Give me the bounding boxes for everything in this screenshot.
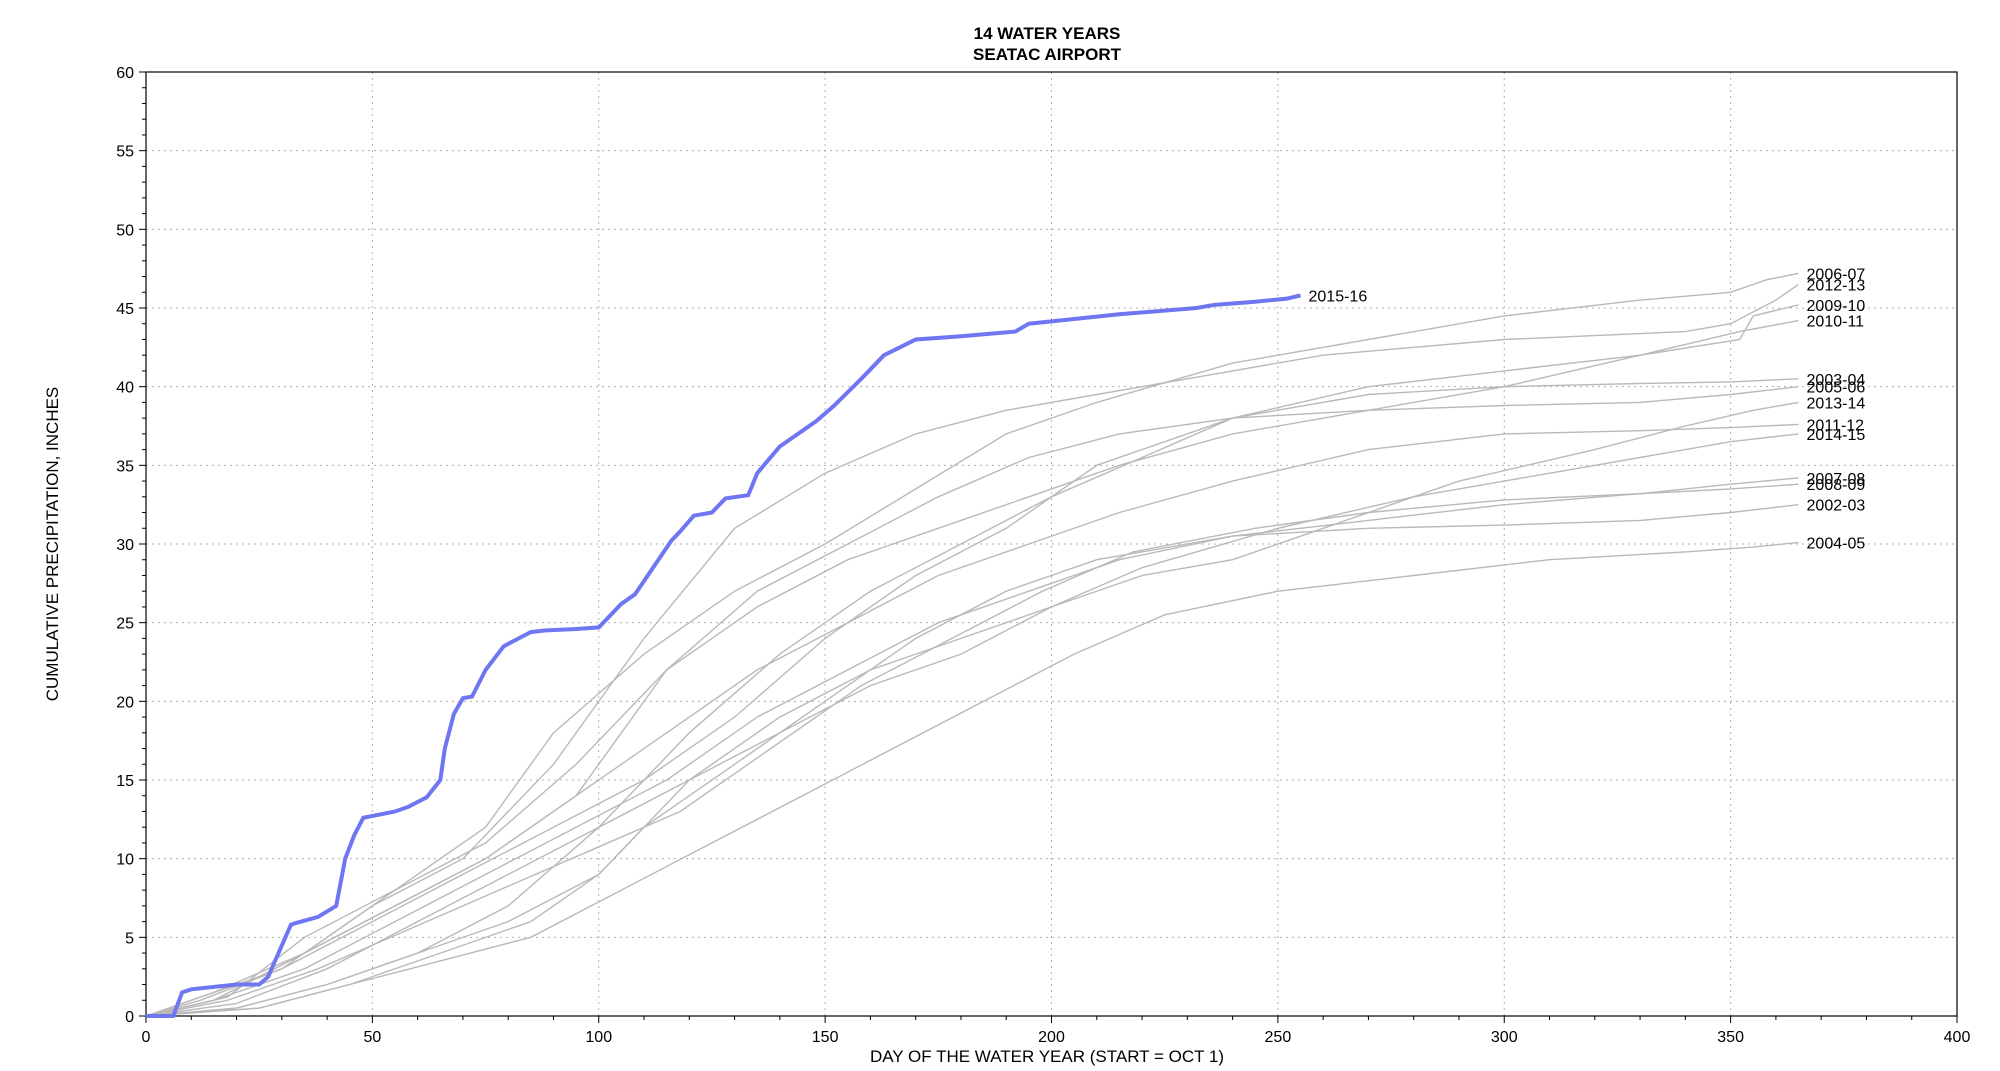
chart-title: 14 WATER YEARS (974, 24, 1121, 43)
series-label-2002-03: 2002-03 (1807, 498, 1866, 515)
series-label-2005-06: 2005-06 (1807, 380, 1866, 397)
series-line-2012-13 (145, 283, 1799, 1017)
y-tick-label: 15 (116, 773, 134, 790)
series-label-2008-09: 2008-09 (1807, 477, 1866, 494)
series-line-2006-07 (145, 272, 1799, 1017)
series-label-2003-04: 2003-04 (1807, 372, 1866, 389)
series-label-2014-15: 2014-15 (1807, 427, 1866, 444)
series-line-2010-11 (145, 319, 1799, 1017)
series-line-2014-15 (145, 433, 1799, 1017)
x-tick-label: 0 (142, 1029, 151, 1046)
series-label-2006-07: 2006-07 (1807, 266, 1866, 283)
series-line-2011-12 (145, 423, 1799, 1017)
axes: 0 50 100 150 200 250 300 350 400 0 5 10 15 20 25 30 35 40… (116, 65, 1970, 1046)
y-tick-label: 45 (116, 301, 134, 318)
chart-subtitle: SEATAC AIRPORT (973, 45, 1122, 64)
y-tick-label: 25 (116, 616, 134, 633)
y-tick-label: 50 (116, 222, 134, 239)
x-tick-label: 300 (1491, 1029, 1518, 1046)
y-tick-label: 40 (116, 380, 134, 397)
y-tick-label: 35 (116, 458, 134, 475)
y-axis-label: CUMULATIVE PRECIPITATION, INCHES (43, 387, 62, 702)
series-label-2013-14: 2013-14 (1807, 395, 1866, 412)
series-label-2009-10: 2009-10 (1807, 298, 1866, 315)
plot-frame (145, 71, 1958, 1017)
series-line-2015-16 (146, 293, 1301, 1018)
series-label-2015-16: 2015-16 (1309, 288, 1368, 305)
series-line-2009-10 (145, 304, 1799, 1017)
series-line-2013-14 (145, 401, 1799, 1017)
series-label-2011-12: 2011-12 (1807, 417, 1865, 434)
x-tick-label: 100 (585, 1029, 612, 1046)
series-lines (145, 272, 1799, 1018)
series-line-2002-03 (145, 504, 1799, 1017)
series-label-2004-05: 2004-05 (1807, 535, 1866, 552)
x-tick-label: 50 (363, 1029, 381, 1046)
series-line-2003-04 (145, 378, 1799, 1017)
y-tick-label: 0 (125, 1009, 134, 1026)
x-tick-label: 200 (1038, 1029, 1065, 1046)
x-axis-label: DAY OF THE WATER YEAR (START = OCT 1) (870, 1047, 1224, 1066)
series-label-2010-11: 2010-11 (1807, 314, 1865, 331)
series-line-2007-08 (145, 477, 1799, 1017)
y-tick-label: 60 (116, 65, 134, 82)
x-tick-label: 250 (1265, 1029, 1292, 1046)
x-tick-label: 350 (1717, 1029, 1744, 1046)
series-line-2008-09 (145, 483, 1799, 1017)
series-label-2012-13: 2012-13 (1807, 277, 1866, 294)
gridlines (146, 72, 1957, 1016)
x-tick-label: 400 (1944, 1029, 1971, 1046)
series-line-2004-05 (145, 541, 1799, 1017)
y-tick-label: 5 (125, 930, 134, 947)
y-tick-label: 10 (116, 852, 134, 869)
series-label-2007-08: 2007-08 (1807, 471, 1866, 488)
x-tick-label: 150 (812, 1029, 839, 1046)
y-tick-label: 20 (116, 694, 134, 711)
y-tick-label: 30 (116, 537, 134, 554)
y-tick-label: 55 (116, 144, 134, 161)
